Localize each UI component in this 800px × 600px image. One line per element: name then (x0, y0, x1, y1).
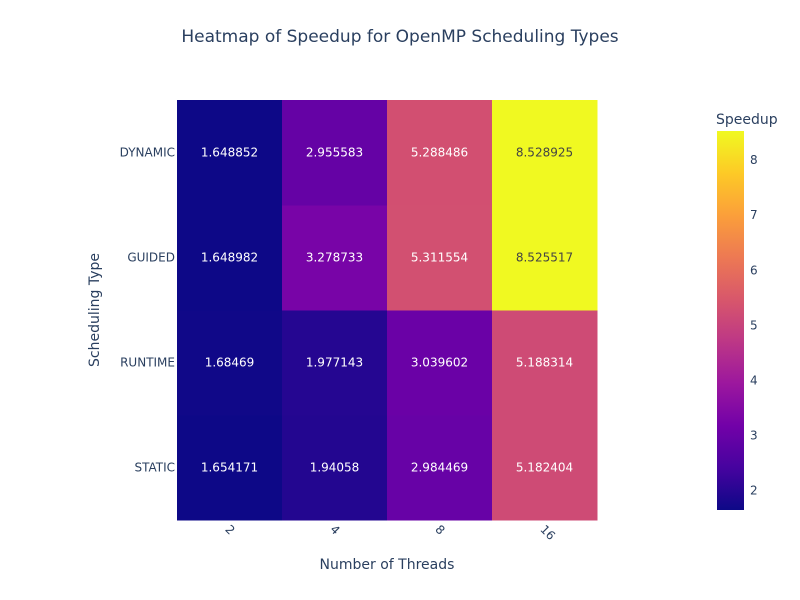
cell-value-label: 1.977143 (306, 356, 363, 370)
colorbar-tick-label: 3 (750, 429, 758, 443)
heatmap-cell (282, 415, 388, 521)
cell-value-label: 1.648852 (201, 146, 258, 160)
heatmap-cell (492, 415, 598, 521)
heatmap-cell (387, 100, 493, 206)
heatmap-cells: 1.654171 1.94058 2.984469 5.182404 1.68469 1.… (177, 100, 598, 521)
heatmap-cell (387, 415, 493, 521)
colorbar-tick-label: 7 (750, 208, 758, 222)
cell-value-label: 8.528925 (516, 146, 573, 160)
heatmap-cell (492, 205, 598, 311)
colorbar-tick-label: 5 (750, 318, 758, 332)
x-tick-label: 16 (537, 522, 558, 543)
x-tick-label: 4 (327, 522, 342, 537)
cell-value-label: 8.525517 (516, 251, 573, 265)
cell-value-label: 5.188314 (516, 356, 573, 370)
heatmap-cell (492, 310, 598, 416)
heatmap-cell (177, 100, 283, 206)
x-axis-title: Number of Threads (320, 557, 455, 573)
heatmap-cell (387, 205, 493, 311)
colorbar: Speedup 2 3 4 5 6 7 8 (716, 112, 778, 510)
cell-value-label: 1.648982 (201, 251, 258, 265)
cell-value-label: 1.654171 (201, 461, 258, 475)
cell-value-label: 1.68469 (205, 356, 255, 370)
cell-value-label: 1.94058 (310, 461, 360, 475)
y-tick-label: RUNTIME (120, 356, 175, 370)
x-tick-labels: 2 4 8 16 (222, 522, 558, 543)
y-tick-labels: STATIC RUNTIME GUIDED DYNAMIC (120, 146, 175, 475)
cell-value-label: 5.288486 (411, 146, 468, 160)
x-tick-label: 8 (432, 522, 447, 537)
colorbar-tick-label: 4 (750, 373, 758, 387)
heatmap-cell (282, 310, 388, 416)
y-tick-label: DYNAMIC (120, 146, 175, 160)
cell-value-label: 3.278733 (306, 251, 363, 265)
cell-value-label: 3.039602 (411, 356, 468, 370)
x-tick-label: 2 (222, 522, 237, 537)
y-tick-label: STATIC (134, 461, 175, 475)
y-tick-label: GUIDED (127, 251, 175, 265)
heatmap-cell (387, 310, 493, 416)
heatmap-cell (177, 310, 283, 416)
cell-value-label: 2.984469 (411, 461, 468, 475)
colorbar-tick-label: 2 (750, 484, 758, 498)
cell-value-label: 5.182404 (516, 461, 573, 475)
y-axis-title: Scheduling Type (87, 253, 103, 367)
heatmap-cell (177, 415, 283, 521)
cell-value-label: 5.311554 (411, 251, 468, 265)
heatmap-cell (492, 100, 598, 206)
colorbar-gradient (717, 131, 744, 510)
chart-title: Heatmap of Speedup for OpenMP Scheduling… (181, 27, 618, 47)
colorbar-tick-label: 8 (750, 153, 758, 167)
colorbar-tick-label: 6 (750, 263, 758, 277)
cell-value-label: 2.955583 (306, 146, 363, 160)
heatmap-cell (282, 205, 388, 311)
colorbar-tick-labels: 2 3 4 5 6 7 8 (750, 153, 758, 498)
colorbar-title: Speedup (716, 112, 778, 128)
heatmap-cell (177, 205, 283, 311)
heatmap-cell (282, 100, 388, 206)
